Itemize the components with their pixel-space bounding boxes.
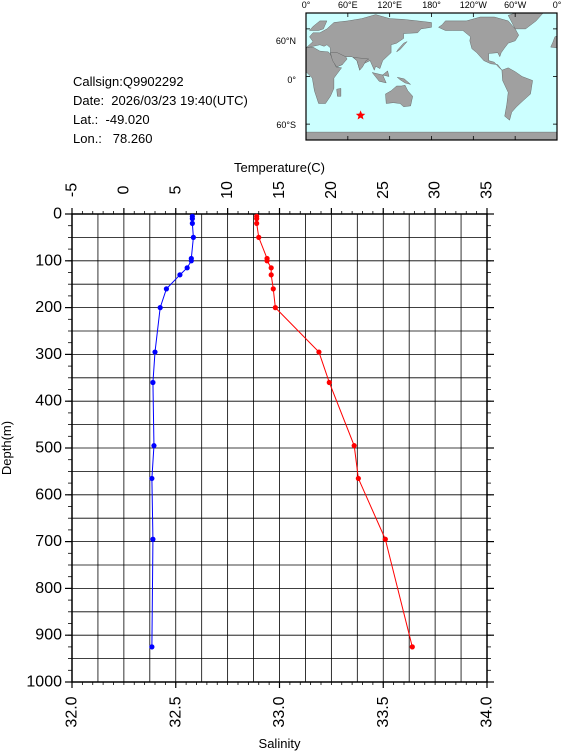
salinity-tick-label: 34.0	[479, 696, 496, 727]
salinity-point	[254, 220, 260, 226]
temperature-tick-label: 35	[479, 181, 496, 199]
temperature-point	[189, 220, 195, 226]
map-landmass	[438, 16, 519, 71]
temperature-tick-label: 0	[115, 185, 132, 194]
map-lon-label: 0°	[553, 0, 562, 10]
map-lat-label: 60°S	[276, 120, 296, 130]
temperature-point	[189, 216, 195, 222]
map-frame	[305, 12, 558, 141]
salinity-point	[351, 443, 357, 449]
map-lon-label: 60°W	[504, 0, 527, 10]
temperature-point	[163, 286, 170, 292]
salinity-tick-label: 32.0	[64, 696, 81, 727]
depth-tick-label: 0	[53, 206, 62, 223]
profile-plot: -5 0 5 10 15 20 25 30 35 32.0 32.5 33.0 33.5 34.0 01…	[0, 160, 496, 751]
grid-horizontal	[72, 236, 487, 659]
salinity-point	[270, 286, 276, 292]
float-location-marker	[355, 110, 366, 120]
salinity-ticks: 32.0 32.5 33.0 33.5 34.0	[64, 682, 496, 728]
map-landmass	[501, 67, 533, 121]
map-lon-label: 60°E	[338, 0, 358, 10]
map-landmass	[330, 52, 348, 68]
salinity-point	[268, 272, 274, 278]
salinity-series	[254, 213, 415, 650]
depth-axis-title: Depth(m)	[0, 421, 14, 475]
salinity-point	[316, 349, 322, 355]
map-lon-label: 0°	[302, 0, 311, 10]
salinity-point	[256, 234, 262, 240]
depth-tick-label: 1000	[26, 674, 62, 691]
temperature-point	[149, 644, 155, 650]
depth-tick-label: 400	[35, 393, 62, 410]
temperature-tick-label: 5	[167, 185, 184, 194]
temperature-point	[151, 443, 157, 449]
map-landmass	[396, 41, 408, 53]
temperature-point	[152, 349, 158, 355]
temperature-tick-label: 25	[375, 181, 392, 199]
depth-tick-label: 200	[35, 299, 62, 316]
temperature-tick-label: 30	[427, 181, 444, 199]
map-landmass	[352, 57, 370, 71]
salinity-point	[268, 265, 274, 271]
depth-tick-label: 100	[35, 252, 62, 269]
temperature-tick-label: -5	[64, 183, 81, 197]
temperature-tick-label: 20	[323, 181, 340, 199]
longitude: Lon.: 78.260	[73, 131, 153, 146]
temperature-point	[157, 305, 163, 311]
location-map: 0° 60°E 120°E 180° 120°W 60°W 0° 60°N 0°…	[276, 0, 562, 141]
temperature-point	[190, 234, 196, 240]
temperature-point	[150, 379, 156, 386]
depth-tick-label: 900	[35, 627, 62, 644]
temperature-line	[151, 216, 194, 647]
latitude: Lat.: -49.020	[73, 112, 150, 127]
map-landmass	[336, 88, 342, 97]
map-lat-label: 0°	[287, 75, 296, 85]
map-landmass	[309, 20, 328, 31]
date: Date: 2026/03/23 19:40(UTC)	[73, 93, 248, 108]
map-landmass	[385, 84, 413, 107]
depth-tick-label: 300	[35, 346, 62, 363]
salinity-point	[326, 379, 332, 386]
salinity-point	[409, 644, 415, 650]
salinity-point	[382, 536, 388, 542]
depth-tick-label: 700	[35, 533, 62, 550]
map-lon-label: 120°W	[460, 0, 488, 10]
temperature-point	[177, 272, 183, 278]
salinity-tick-label: 32.5	[167, 696, 184, 727]
temperature-ticks: -5 0 5 10 15 20 25 30 35	[64, 181, 496, 214]
depth-ticks: 0 100 200 300 400 500 600 700 800 900 1000	[26, 206, 494, 691]
map-landmass	[397, 77, 411, 85]
series-layer	[149, 213, 415, 650]
salinity-point	[264, 258, 270, 264]
temperature-tick-label: 10	[219, 181, 236, 199]
salinity-axis-title: Salinity	[259, 736, 301, 751]
map-lon-label: 180°	[422, 0, 441, 10]
map-grid	[306, 13, 557, 140]
temperature-point	[149, 475, 155, 482]
temperature-point	[184, 265, 190, 271]
map-landmass	[371, 70, 390, 84]
salinity-point	[272, 305, 278, 311]
salinity-tick-label: 33.5	[375, 696, 392, 727]
map-lat-label: 60°N	[276, 36, 296, 46]
map-lon-labels: 0° 60°E 120°E 180° 120°W 60°W 0°	[302, 0, 562, 10]
depth-tick-label: 500	[35, 440, 62, 457]
temperature-point	[188, 258, 194, 264]
map-lat-labels: 60°N 0° 60°S	[276, 36, 297, 130]
temperature-tick-label: 15	[271, 181, 288, 199]
salinity-point	[355, 475, 361, 482]
salinity-tick-label: 33.0	[271, 696, 288, 727]
callsign: Callsign:Q9902292	[73, 74, 184, 89]
temperature-axis-title: Temperature(C)	[234, 160, 325, 175]
float-info: Callsign:Q9902292 Date: 2026/03/23 19:40…	[73, 72, 248, 148]
depth-tick-label: 800	[35, 580, 62, 597]
map-lon-label: 120°E	[377, 0, 402, 10]
temperature-series	[149, 213, 196, 650]
salinity-line	[256, 216, 413, 648]
depth-tick-label: 600	[35, 486, 62, 503]
temperature-point	[150, 536, 156, 542]
salinity-point	[254, 216, 260, 222]
